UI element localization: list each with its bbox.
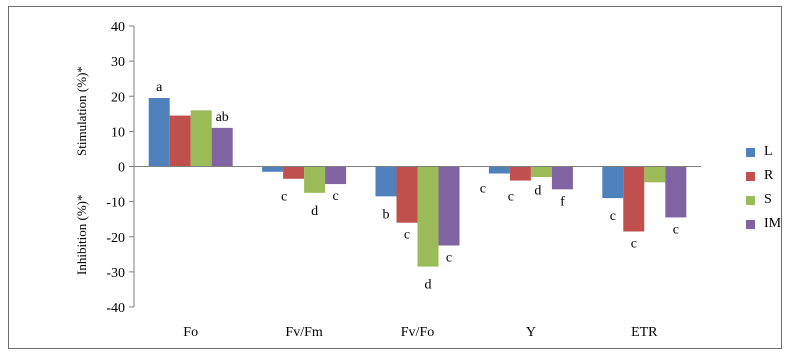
bar-s-0 <box>190 110 212 167</box>
legend-item-r: R <box>746 164 781 188</box>
significance-label: c <box>404 228 410 243</box>
legend-label-s: S <box>764 192 772 207</box>
legend: L R S IM <box>746 140 781 236</box>
bar-l-1 <box>262 166 284 172</box>
y-tick-label: -30 <box>106 266 125 281</box>
y-tick-label: 30 <box>111 55 125 70</box>
bar-im-1 <box>325 166 347 185</box>
legend-label-im: IM <box>764 216 782 231</box>
bar-r-4 <box>623 166 645 232</box>
legend-item-im: IM <box>746 212 781 236</box>
bar-s-1 <box>304 166 326 193</box>
x-category-label: ETR <box>631 325 658 340</box>
x-category-label: Y <box>526 325 536 340</box>
legend-swatch-s <box>746 195 755 205</box>
significance-label: d <box>425 278 432 293</box>
legend-swatch-r <box>746 171 755 181</box>
bar-r-0 <box>169 115 191 167</box>
legend-swatch-l <box>746 147 755 157</box>
bar-l-0 <box>148 98 170 167</box>
y-tick-label: -20 <box>106 231 125 246</box>
significance-label: c <box>446 251 452 266</box>
bar-r-2 <box>396 166 418 223</box>
significance-label: c <box>631 236 637 251</box>
significance-label: c <box>332 189 338 204</box>
bar-im-4 <box>665 166 687 218</box>
y-axis-label-inhibition: Inhibition (%)* <box>74 194 89 275</box>
y-tick-label: 10 <box>111 125 125 140</box>
significance-label: d <box>534 184 541 199</box>
significance-label: d <box>311 204 318 219</box>
significance-label: c <box>610 209 616 224</box>
bar-im-0 <box>211 127 233 167</box>
chart-frame: -40 -30 -20 -10 0 10 20 30 40 a ab c d c b c d c c c d f c c c Fo… <box>8 6 782 349</box>
bar-im-2 <box>438 166 460 246</box>
x-category-label: Fo <box>183 325 198 340</box>
significance-label: c <box>508 190 514 205</box>
significance-label: f <box>560 194 565 209</box>
y-tick-label: -40 <box>106 301 125 316</box>
bar-l-3 <box>488 166 510 174</box>
bar-s-2 <box>417 166 439 267</box>
x-category-label: Fv/Fm <box>285 325 322 340</box>
y-tick-label: -10 <box>106 196 125 211</box>
bar-r-3 <box>509 166 531 181</box>
legend-label-l: L <box>764 144 773 159</box>
bar-im-3 <box>551 166 573 190</box>
y-axis-label-stimulation: Stimulation (%)* <box>74 66 89 156</box>
significance-label: c <box>480 182 486 197</box>
bar-r-1 <box>283 166 305 179</box>
y-tick-label: 20 <box>111 90 125 105</box>
bar-l-4 <box>602 166 624 199</box>
bar-s-3 <box>530 166 552 178</box>
y-tick-label: 40 <box>111 20 125 35</box>
significance-label: c <box>673 222 679 237</box>
legend-swatch-im <box>746 219 755 229</box>
bar-s-4 <box>644 166 666 183</box>
significance-label: ab <box>216 110 229 125</box>
significance-label: c <box>281 190 287 205</box>
legend-label-r: R <box>764 168 774 183</box>
bar-l-2 <box>375 166 397 197</box>
y-tick-label: 0 <box>118 161 125 176</box>
x-category-label: Fv/Fo <box>401 325 434 340</box>
significance-label: a <box>156 80 163 95</box>
significance-label: b <box>383 207 390 222</box>
legend-item-l: L <box>746 140 781 164</box>
legend-item-s: S <box>746 188 781 212</box>
